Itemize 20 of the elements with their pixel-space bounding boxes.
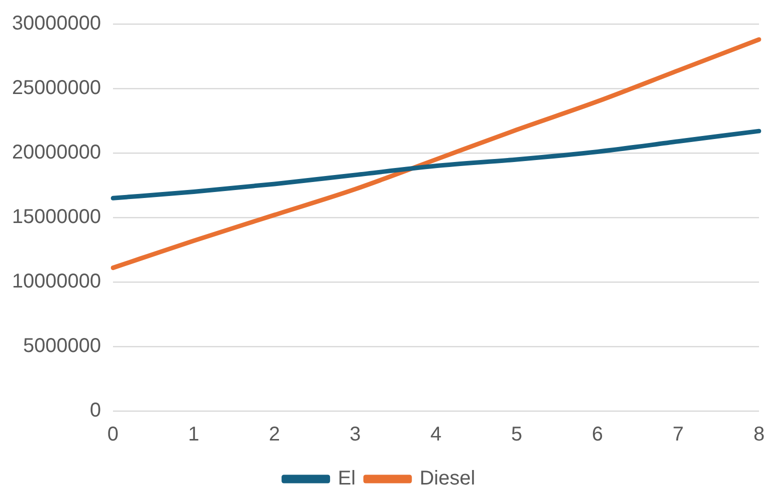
x-tick-label: 8: [753, 424, 765, 446]
x-tick-label: 3: [350, 424, 361, 446]
legend-label: Diesel: [420, 468, 476, 490]
y-tick-label: 10000000: [12, 270, 101, 293]
y-tick-label: 30000000: [12, 12, 101, 35]
x-tick-label: 0: [107, 424, 119, 446]
line-series: [110, 37, 762, 270]
legend-label: El: [338, 468, 356, 490]
y-tick-label: 15000000: [12, 206, 101, 228]
x-tick-label: 7: [672, 424, 684, 446]
x-tick-label: 2: [268, 424, 280, 446]
x-tick-label: 1: [188, 424, 200, 446]
x-tick-label: 5: [511, 424, 522, 446]
line-series: [110, 128, 762, 200]
y-tick-label: 0: [90, 400, 101, 422]
y-tick-label: 20000000: [12, 142, 101, 164]
x-tick-label: 6: [592, 424, 604, 446]
x-tick-label: 4: [430, 424, 442, 446]
y-tick-label: 25000000: [12, 77, 101, 100]
y-tick-label: 5000000: [23, 335, 101, 358]
